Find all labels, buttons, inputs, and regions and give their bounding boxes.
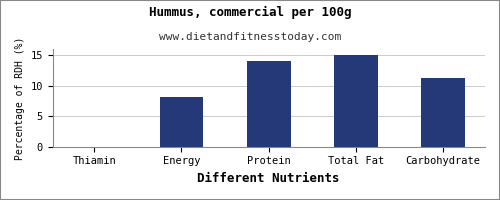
Bar (247, 61, 290, 147)
Y-axis label: Percentage of RDH (%): Percentage of RDH (%) (15, 36, 25, 160)
Text: Hummus, commercial per 100g: Hummus, commercial per 100g (149, 6, 351, 19)
Bar (422, 78, 465, 147)
Text: www.dietandfitnesstoday.com: www.dietandfitnesstoday.com (159, 32, 341, 42)
X-axis label: Different Nutrients: Different Nutrients (198, 172, 340, 185)
Bar (160, 97, 204, 147)
Bar (334, 55, 378, 147)
